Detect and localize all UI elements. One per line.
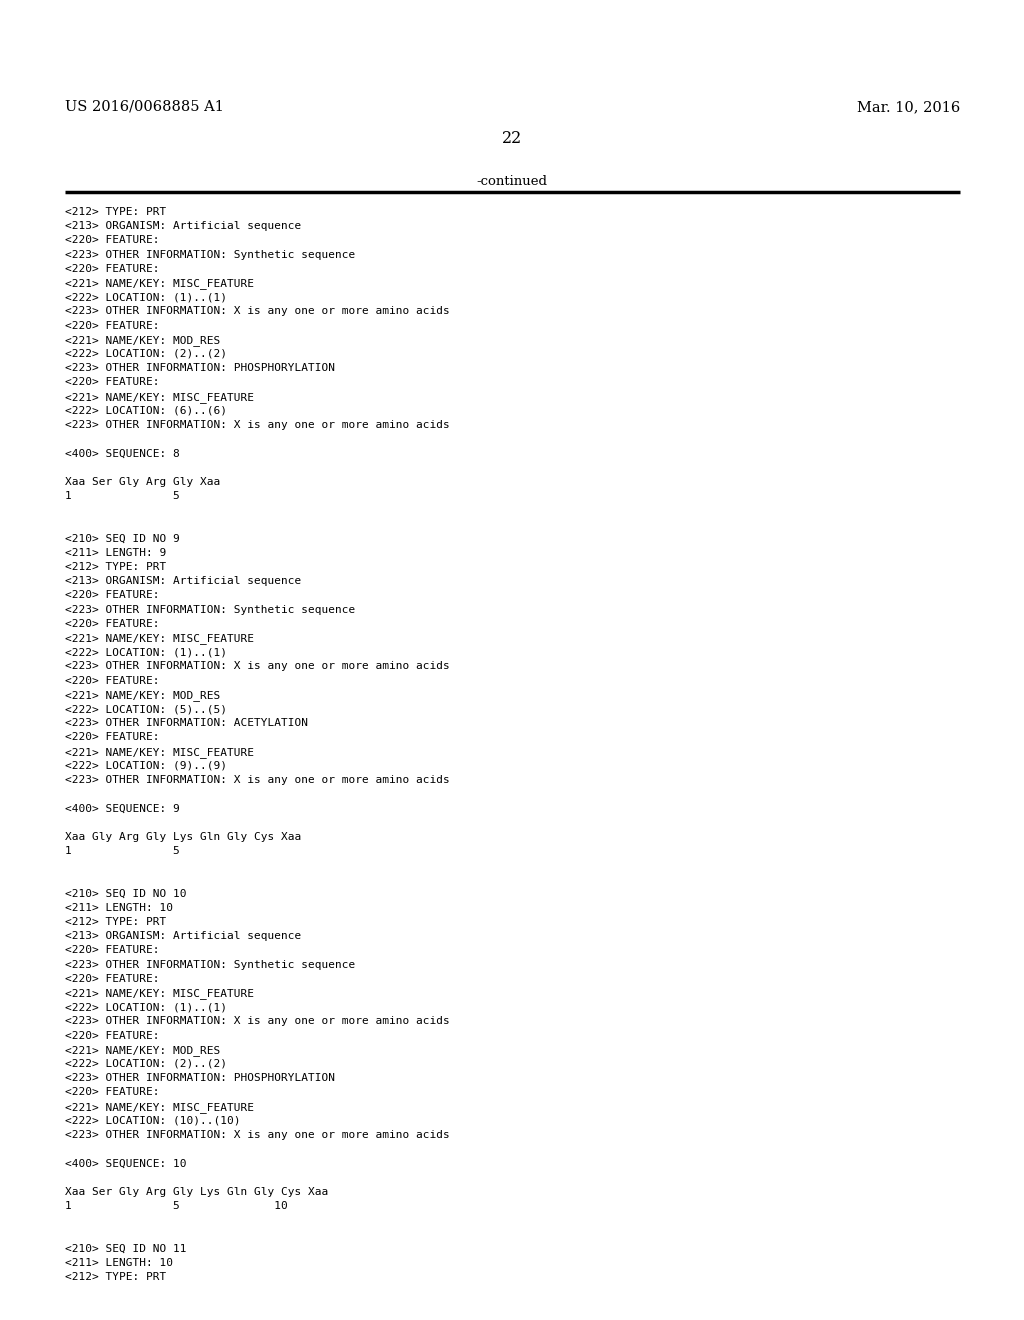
Text: <220> FEATURE:: <220> FEATURE:: [65, 1088, 160, 1097]
Text: <213> ORGANISM: Artificial sequence: <213> ORGANISM: Artificial sequence: [65, 931, 301, 941]
Text: <221> NAME/KEY: MOD_RES: <221> NAME/KEY: MOD_RES: [65, 1045, 220, 1056]
Text: <400> SEQUENCE: 9: <400> SEQUENCE: 9: [65, 804, 180, 813]
Text: <220> FEATURE:: <220> FEATURE:: [65, 733, 160, 742]
Text: <220> FEATURE:: <220> FEATURE:: [65, 590, 160, 601]
Text: <212> TYPE: PRT: <212> TYPE: PRT: [65, 562, 166, 572]
Text: <221> NAME/KEY: MISC_FEATURE: <221> NAME/KEY: MISC_FEATURE: [65, 1102, 254, 1113]
Text: 1               5: 1 5: [65, 846, 180, 855]
Text: <222> LOCATION: (2)..(2): <222> LOCATION: (2)..(2): [65, 348, 227, 359]
Text: <220> FEATURE:: <220> FEATURE:: [65, 619, 160, 628]
Text: <223> OTHER INFORMATION: Synthetic sequence: <223> OTHER INFORMATION: Synthetic seque…: [65, 249, 355, 260]
Text: <222> LOCATION: (5)..(5): <222> LOCATION: (5)..(5): [65, 704, 227, 714]
Text: <221> NAME/KEY: MISC_FEATURE: <221> NAME/KEY: MISC_FEATURE: [65, 987, 254, 999]
Text: <223> OTHER INFORMATION: PHOSPHORYLATION: <223> OTHER INFORMATION: PHOSPHORYLATION: [65, 1073, 335, 1084]
Text: <221> NAME/KEY: MISC_FEATURE: <221> NAME/KEY: MISC_FEATURE: [65, 392, 254, 403]
Text: <223> OTHER INFORMATION: X is any one or more amino acids: <223> OTHER INFORMATION: X is any one or…: [65, 1016, 450, 1027]
Text: -continued: -continued: [476, 176, 548, 187]
Text: Mar. 10, 2016: Mar. 10, 2016: [857, 100, 961, 114]
Text: <213> ORGANISM: Artificial sequence: <213> ORGANISM: Artificial sequence: [65, 577, 301, 586]
Text: <221> NAME/KEY: MOD_RES: <221> NAME/KEY: MOD_RES: [65, 690, 220, 701]
Text: <210> SEQ ID NO 9: <210> SEQ ID NO 9: [65, 533, 180, 544]
Text: <220> FEATURE:: <220> FEATURE:: [65, 945, 160, 956]
Text: <220> FEATURE:: <220> FEATURE:: [65, 1031, 160, 1040]
Text: <223> OTHER INFORMATION: X is any one or more amino acids: <223> OTHER INFORMATION: X is any one or…: [65, 661, 450, 672]
Text: US 2016/0068885 A1: US 2016/0068885 A1: [65, 100, 224, 114]
Text: <220> FEATURE:: <220> FEATURE:: [65, 321, 160, 330]
Text: <211> LENGTH: 10: <211> LENGTH: 10: [65, 1258, 173, 1267]
Text: <220> FEATURE:: <220> FEATURE:: [65, 974, 160, 983]
Text: <223> OTHER INFORMATION: X is any one or more amino acids: <223> OTHER INFORMATION: X is any one or…: [65, 306, 450, 317]
Text: <223> OTHER INFORMATION: X is any one or more amino acids: <223> OTHER INFORMATION: X is any one or…: [65, 1130, 450, 1140]
Text: <220> FEATURE:: <220> FEATURE:: [65, 676, 160, 685]
Text: <223> OTHER INFORMATION: Synthetic sequence: <223> OTHER INFORMATION: Synthetic seque…: [65, 605, 355, 615]
Text: <222> LOCATION: (6)..(6): <222> LOCATION: (6)..(6): [65, 405, 227, 416]
Text: <223> OTHER INFORMATION: ACETYLATION: <223> OTHER INFORMATION: ACETYLATION: [65, 718, 308, 729]
Text: <223> OTHER INFORMATION: PHOSPHORYLATION: <223> OTHER INFORMATION: PHOSPHORYLATION: [65, 363, 335, 374]
Text: 1               5: 1 5: [65, 491, 180, 502]
Text: Xaa Ser Gly Arg Gly Xaa: Xaa Ser Gly Arg Gly Xaa: [65, 477, 220, 487]
Text: <221> NAME/KEY: MISC_FEATURE: <221> NAME/KEY: MISC_FEATURE: [65, 279, 254, 289]
Text: Xaa Gly Arg Gly Lys Gln Gly Cys Xaa: Xaa Gly Arg Gly Lys Gln Gly Cys Xaa: [65, 832, 301, 842]
Text: <400> SEQUENCE: 8: <400> SEQUENCE: 8: [65, 449, 180, 458]
Text: <221> NAME/KEY: MOD_RES: <221> NAME/KEY: MOD_RES: [65, 335, 220, 346]
Text: <213> ORGANISM: Artificial sequence: <213> ORGANISM: Artificial sequence: [65, 222, 301, 231]
Text: <212> TYPE: PRT: <212> TYPE: PRT: [65, 917, 166, 927]
Text: Xaa Ser Gly Arg Gly Lys Gln Gly Cys Xaa: Xaa Ser Gly Arg Gly Lys Gln Gly Cys Xaa: [65, 1187, 329, 1197]
Text: <222> LOCATION: (10)..(10): <222> LOCATION: (10)..(10): [65, 1115, 241, 1126]
Text: <210> SEQ ID NO 10: <210> SEQ ID NO 10: [65, 888, 186, 899]
Text: <222> LOCATION: (1)..(1): <222> LOCATION: (1)..(1): [65, 1002, 227, 1012]
Text: 22: 22: [502, 129, 522, 147]
Text: <220> FEATURE:: <220> FEATURE:: [65, 235, 160, 246]
Text: <223> OTHER INFORMATION: Synthetic sequence: <223> OTHER INFORMATION: Synthetic seque…: [65, 960, 355, 970]
Text: <222> LOCATION: (1)..(1): <222> LOCATION: (1)..(1): [65, 292, 227, 302]
Text: <222> LOCATION: (2)..(2): <222> LOCATION: (2)..(2): [65, 1059, 227, 1069]
Text: 1               5              10: 1 5 10: [65, 1201, 288, 1210]
Text: <212> TYPE: PRT: <212> TYPE: PRT: [65, 207, 166, 216]
Text: <212> TYPE: PRT: <212> TYPE: PRT: [65, 1272, 166, 1282]
Text: <211> LENGTH: 10: <211> LENGTH: 10: [65, 903, 173, 913]
Text: <211> LENGTH: 9: <211> LENGTH: 9: [65, 548, 166, 558]
Text: <223> OTHER INFORMATION: X is any one or more amino acids: <223> OTHER INFORMATION: X is any one or…: [65, 420, 450, 430]
Text: <220> FEATURE:: <220> FEATURE:: [65, 378, 160, 387]
Text: <222> LOCATION: (9)..(9): <222> LOCATION: (9)..(9): [65, 760, 227, 771]
Text: <223> OTHER INFORMATION: X is any one or more amino acids: <223> OTHER INFORMATION: X is any one or…: [65, 775, 450, 785]
Text: <221> NAME/KEY: MISC_FEATURE: <221> NAME/KEY: MISC_FEATURE: [65, 747, 254, 758]
Text: <220> FEATURE:: <220> FEATURE:: [65, 264, 160, 273]
Text: <222> LOCATION: (1)..(1): <222> LOCATION: (1)..(1): [65, 647, 227, 657]
Text: <221> NAME/KEY: MISC_FEATURE: <221> NAME/KEY: MISC_FEATURE: [65, 634, 254, 644]
Text: <210> SEQ ID NO 11: <210> SEQ ID NO 11: [65, 1243, 186, 1254]
Text: <400> SEQUENCE: 10: <400> SEQUENCE: 10: [65, 1159, 186, 1168]
